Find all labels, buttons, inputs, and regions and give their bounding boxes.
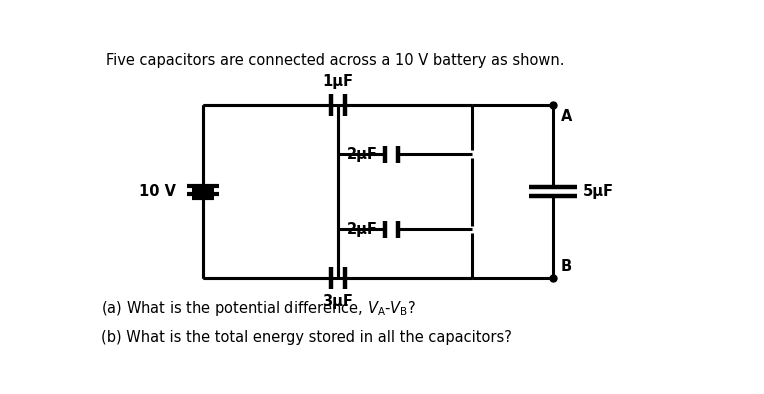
Text: 2μF: 2μF [347, 147, 378, 162]
Text: 10 V: 10 V [139, 184, 176, 199]
Text: B: B [561, 259, 572, 274]
Text: 1μF: 1μF [322, 74, 353, 89]
Text: 5μF: 5μF [583, 184, 613, 199]
Text: 2μF: 2μF [347, 222, 378, 237]
Text: (b) What is the total energy stored in all the capacitors?: (b) What is the total energy stored in a… [101, 331, 512, 346]
Text: A: A [561, 110, 572, 125]
Text: 3μF: 3μF [322, 294, 353, 309]
Text: Five capacitors are connected across a 10 V battery as shown.: Five capacitors are connected across a 1… [106, 53, 565, 68]
Text: (a) What is the potential difference, $V_{\mathrm{A}}$-$V_{\mathrm{B}}$?: (a) What is the potential difference, $V… [101, 299, 416, 318]
